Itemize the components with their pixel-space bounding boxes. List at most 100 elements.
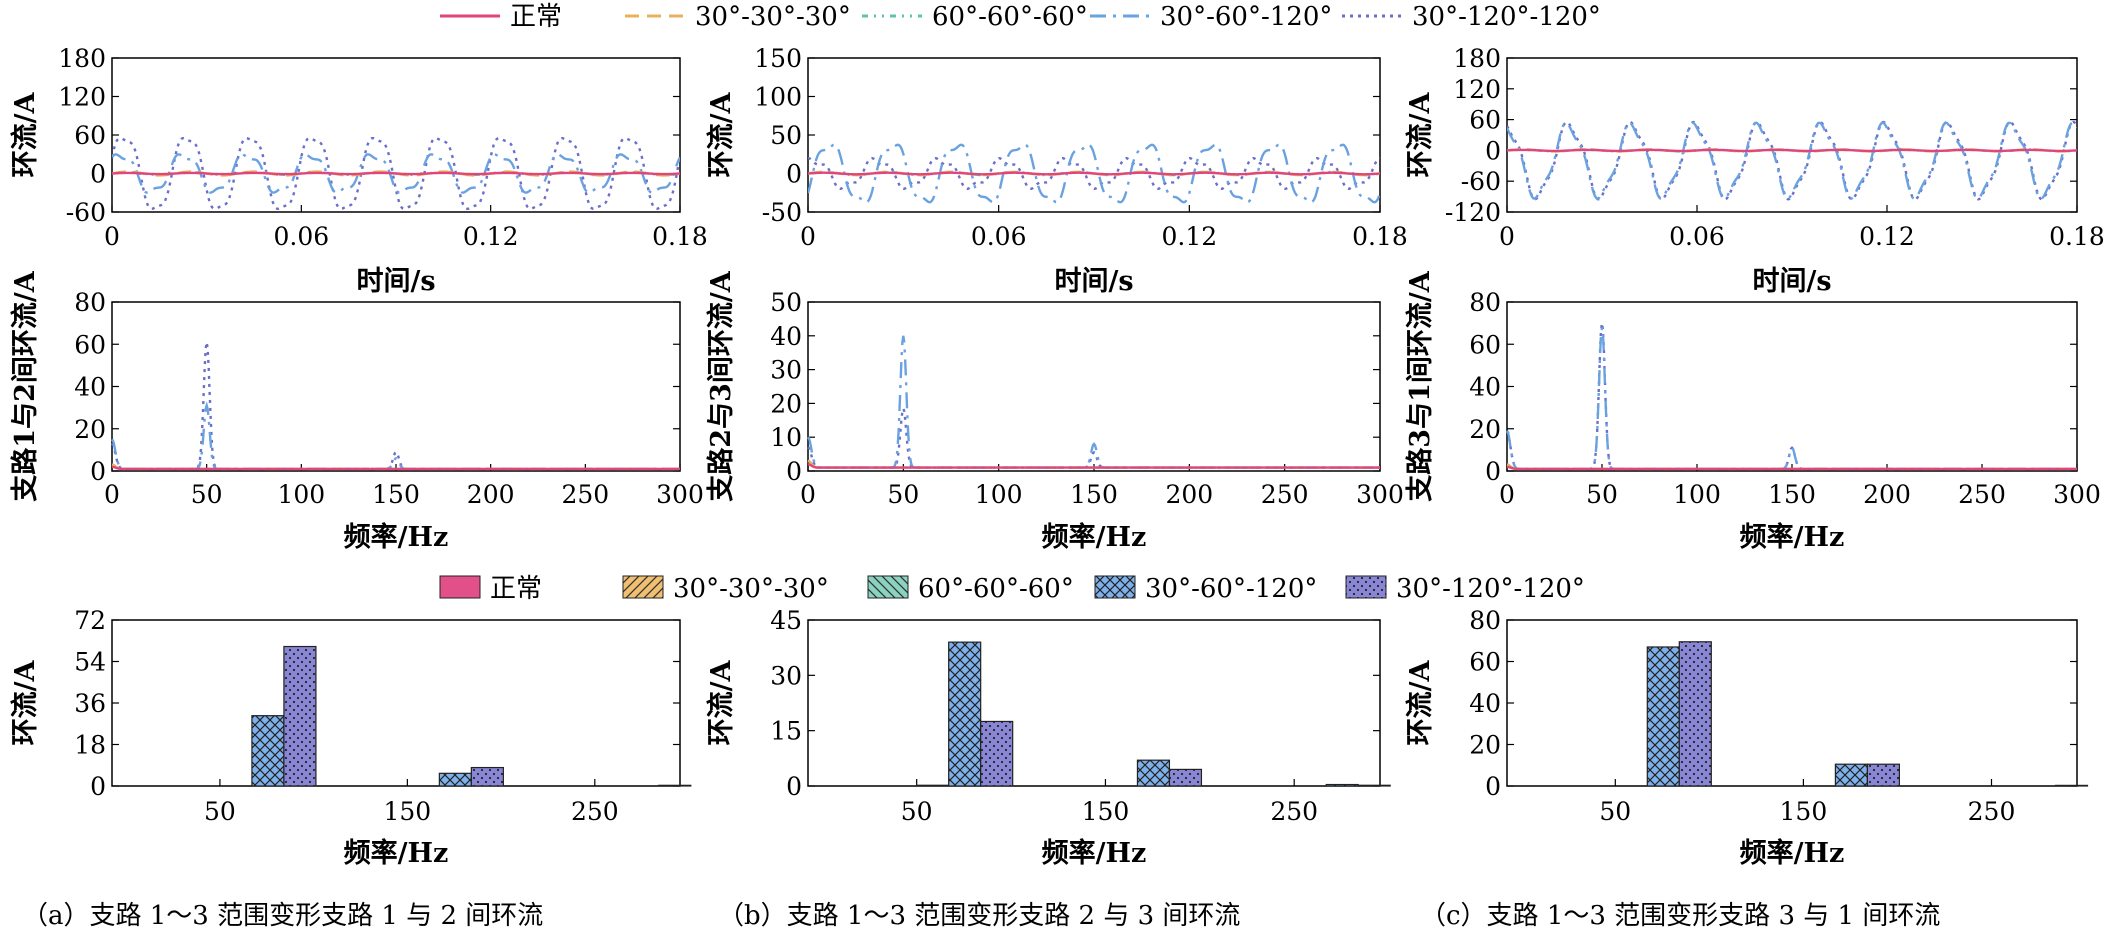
a-freq-xtick-label-5: 250 — [561, 480, 609, 509]
c-freq-ytick-label-4: 80 — [1469, 288, 1501, 317]
b-bar-ytick-label-2: 30 — [770, 661, 802, 690]
a-bar-bar-50-30-60-120 — [251, 715, 285, 787]
c-freq-xtick-label-2: 100 — [1673, 480, 1721, 509]
c-freq-ytick-label-0: 0 — [1485, 457, 1501, 486]
a-time-series-normal — [112, 171, 680, 176]
a-time-xtick-label-0: 0 — [104, 222, 120, 251]
a-time-xtick-label-2: 0.12 — [463, 222, 519, 251]
b-freq-xtick-label-4: 200 — [1165, 480, 1213, 509]
b-time-ytick-label-3: 100 — [754, 83, 802, 112]
b-bar-ytick-label-3: 45 — [770, 606, 802, 635]
b-bar-bar-50-30-120-120 — [980, 720, 1014, 787]
a-freq-xtick-label-3: 150 — [372, 480, 420, 509]
c-time-series-30-60-120 — [1507, 121, 2077, 200]
b-time-ytick-label-0: -50 — [762, 198, 802, 227]
legend-swatch-normal — [439, 575, 481, 599]
a-bar-ylabel: 环流/A — [10, 660, 41, 746]
b-freq-ytick-label-2: 20 — [770, 389, 802, 418]
c-time-xtick-label-0: 0 — [1499, 222, 1515, 251]
b-freq-ytick-label-1: 10 — [770, 423, 802, 452]
b-bar-bar-150-30-120-120 — [1168, 768, 1203, 787]
c-time-ytick-label-5: 180 — [1453, 44, 1501, 73]
b-time-xtick-label-2: 0.12 — [1161, 222, 1217, 251]
b-freq-series-30-60-120 — [807, 335, 1380, 469]
a-freq-series-normal — [111, 465, 680, 471]
caption-b: （b）支路 1～3 范围变形支路 2 与 3 间环流 — [718, 901, 1240, 931]
b-freq-series-normal — [807, 463, 1380, 469]
c-time-ytick-label-1: -60 — [1461, 167, 1501, 196]
c-freq-xtick-label-6: 300 — [2053, 480, 2101, 509]
c-time-ytick-label-2: 0 — [1485, 136, 1501, 165]
a-bar-xlabel: 频率/Hz — [344, 837, 449, 869]
b-time-series-30-60-120 — [808, 143, 1380, 204]
legend-bar-label-normal: 正常 — [490, 574, 542, 604]
a-freq-xlabel: 频率/Hz — [344, 521, 449, 553]
a-bar-xtick-label-1: 150 — [384, 797, 432, 826]
b-freq-xtick-label-2: 100 — [975, 480, 1023, 509]
panel-b-bar: 0 15 30 45 环流/A 50 150 250 频率/Hz — [706, 606, 1391, 869]
legend-bar-label-30-60-120: 30°-60°-120° — [1145, 574, 1317, 604]
c-bar-bar-150-30-60-120 — [1834, 763, 1869, 787]
c-freq-series-30-120-120 — [1506, 322, 2077, 471]
b-freq-ytick-label-5: 50 — [770, 288, 802, 317]
a-bar-bar-150-30-60-120 — [438, 772, 472, 787]
legend-bar-label-60-60-60: 60°-60°-60° — [918, 574, 1074, 604]
a-bar-ytick-label-2: 36 — [74, 689, 106, 718]
a-time-xtick-label-3: 0.18 — [652, 222, 708, 251]
a-bar-ytick-label-1: 18 — [74, 731, 106, 760]
b-bar-xtick-label-1: 150 — [1082, 797, 1130, 826]
a-freq-ytick-label-2: 40 — [74, 373, 106, 402]
c-bar-xtick-label-0: 50 — [1599, 797, 1631, 826]
c-freq-xtick-label-1: 50 — [1586, 480, 1618, 509]
a-bar-frame — [111, 619, 681, 787]
a-freq-ylabel: 支路1与2间环流/A — [9, 270, 41, 501]
b-freq-ytick-label-4: 40 — [770, 322, 802, 351]
b-time-xlabel: 时间/s — [1054, 266, 1133, 297]
a-freq-series-30-60-120 — [111, 401, 680, 471]
a-time-xtick-label-1: 0.06 — [273, 222, 329, 251]
a-time-ytick-label-3: 120 — [58, 83, 106, 112]
a-time-series-30-60-120 — [112, 153, 680, 194]
b-bar-bar-250-30-60-120 — [1325, 783, 1359, 787]
b-freq-xtick-label-5: 250 — [1261, 480, 1309, 509]
c-freq-ylabel: 支路3与1间环流/A — [1404, 270, 1436, 501]
b-bar-bar-150-30-60-120 — [1136, 759, 1171, 787]
c-freq-series-normal — [1506, 465, 2077, 471]
a-time-ytick-label-4: 180 — [58, 44, 106, 73]
a-freq-xtick-label-1: 50 — [191, 480, 223, 509]
legend-swatch-30-60-120 — [1094, 575, 1136, 599]
b-time-xtick-label-0: 0 — [800, 222, 816, 251]
b-bar-xtick-label-2: 250 — [1270, 797, 1318, 826]
a-time-xlabel: 时间/s — [356, 266, 435, 297]
legend-label-30-60-120: 30°-60°-120° — [1160, 2, 1332, 32]
a-bar-xtick-label-2: 250 — [571, 797, 619, 826]
c-bar-ylabel: 环流/A — [1405, 660, 1436, 746]
b-freq-xlabel: 频率/Hz — [1042, 521, 1147, 553]
b-bar-ylabel: 环流/A — [706, 660, 737, 746]
b-time-xtick-label-1: 0.06 — [971, 222, 1027, 251]
legend-swatch-30-120-120 — [1345, 575, 1387, 599]
a-bar-bar-150-30-120-120 — [470, 766, 504, 787]
legend-label-30-120-120: 30°-120°-120° — [1412, 2, 1601, 32]
c-freq-xlabel: 频率/Hz — [1740, 521, 1845, 553]
captions: （a）支路 1～3 范围变形支路 1 与 2 间环流 （b）支路 1～3 范围变形… — [22, 901, 1940, 931]
legend-bar-label-30-120-120: 30°-120°-120° — [1396, 574, 1585, 604]
b-time-xtick-label-3: 0.18 — [1352, 222, 1408, 251]
b-bar-frame — [807, 619, 1381, 787]
b-time-ytick-label-1: 0 — [786, 160, 802, 189]
c-bar-bar-150-30-120-120 — [1866, 763, 1901, 787]
c-bar-bar-50-30-60-120 — [1646, 646, 1680, 787]
a-freq-xtick-label-6: 300 — [656, 480, 704, 509]
c-bar-bar-250-30-120-120 — [2054, 784, 2089, 787]
b-time-series-30-120-120 — [808, 157, 1380, 190]
c-freq-frame — [1506, 301, 2078, 472]
a-freq-ytick-label-1: 20 — [74, 415, 106, 444]
panel-b-freq: 0 10 20 30 40 50 支路2与3间环流/A 0 50 100 150 200 250 300 频… — [705, 270, 1404, 553]
b-bar-bar-250-30-120-120 — [1357, 784, 1391, 787]
c-freq-ytick-label-3: 60 — [1469, 330, 1501, 359]
c-freq-ytick-label-1: 20 — [1469, 415, 1501, 444]
b-bar-bar-50-60-60-60 — [916, 784, 950, 787]
